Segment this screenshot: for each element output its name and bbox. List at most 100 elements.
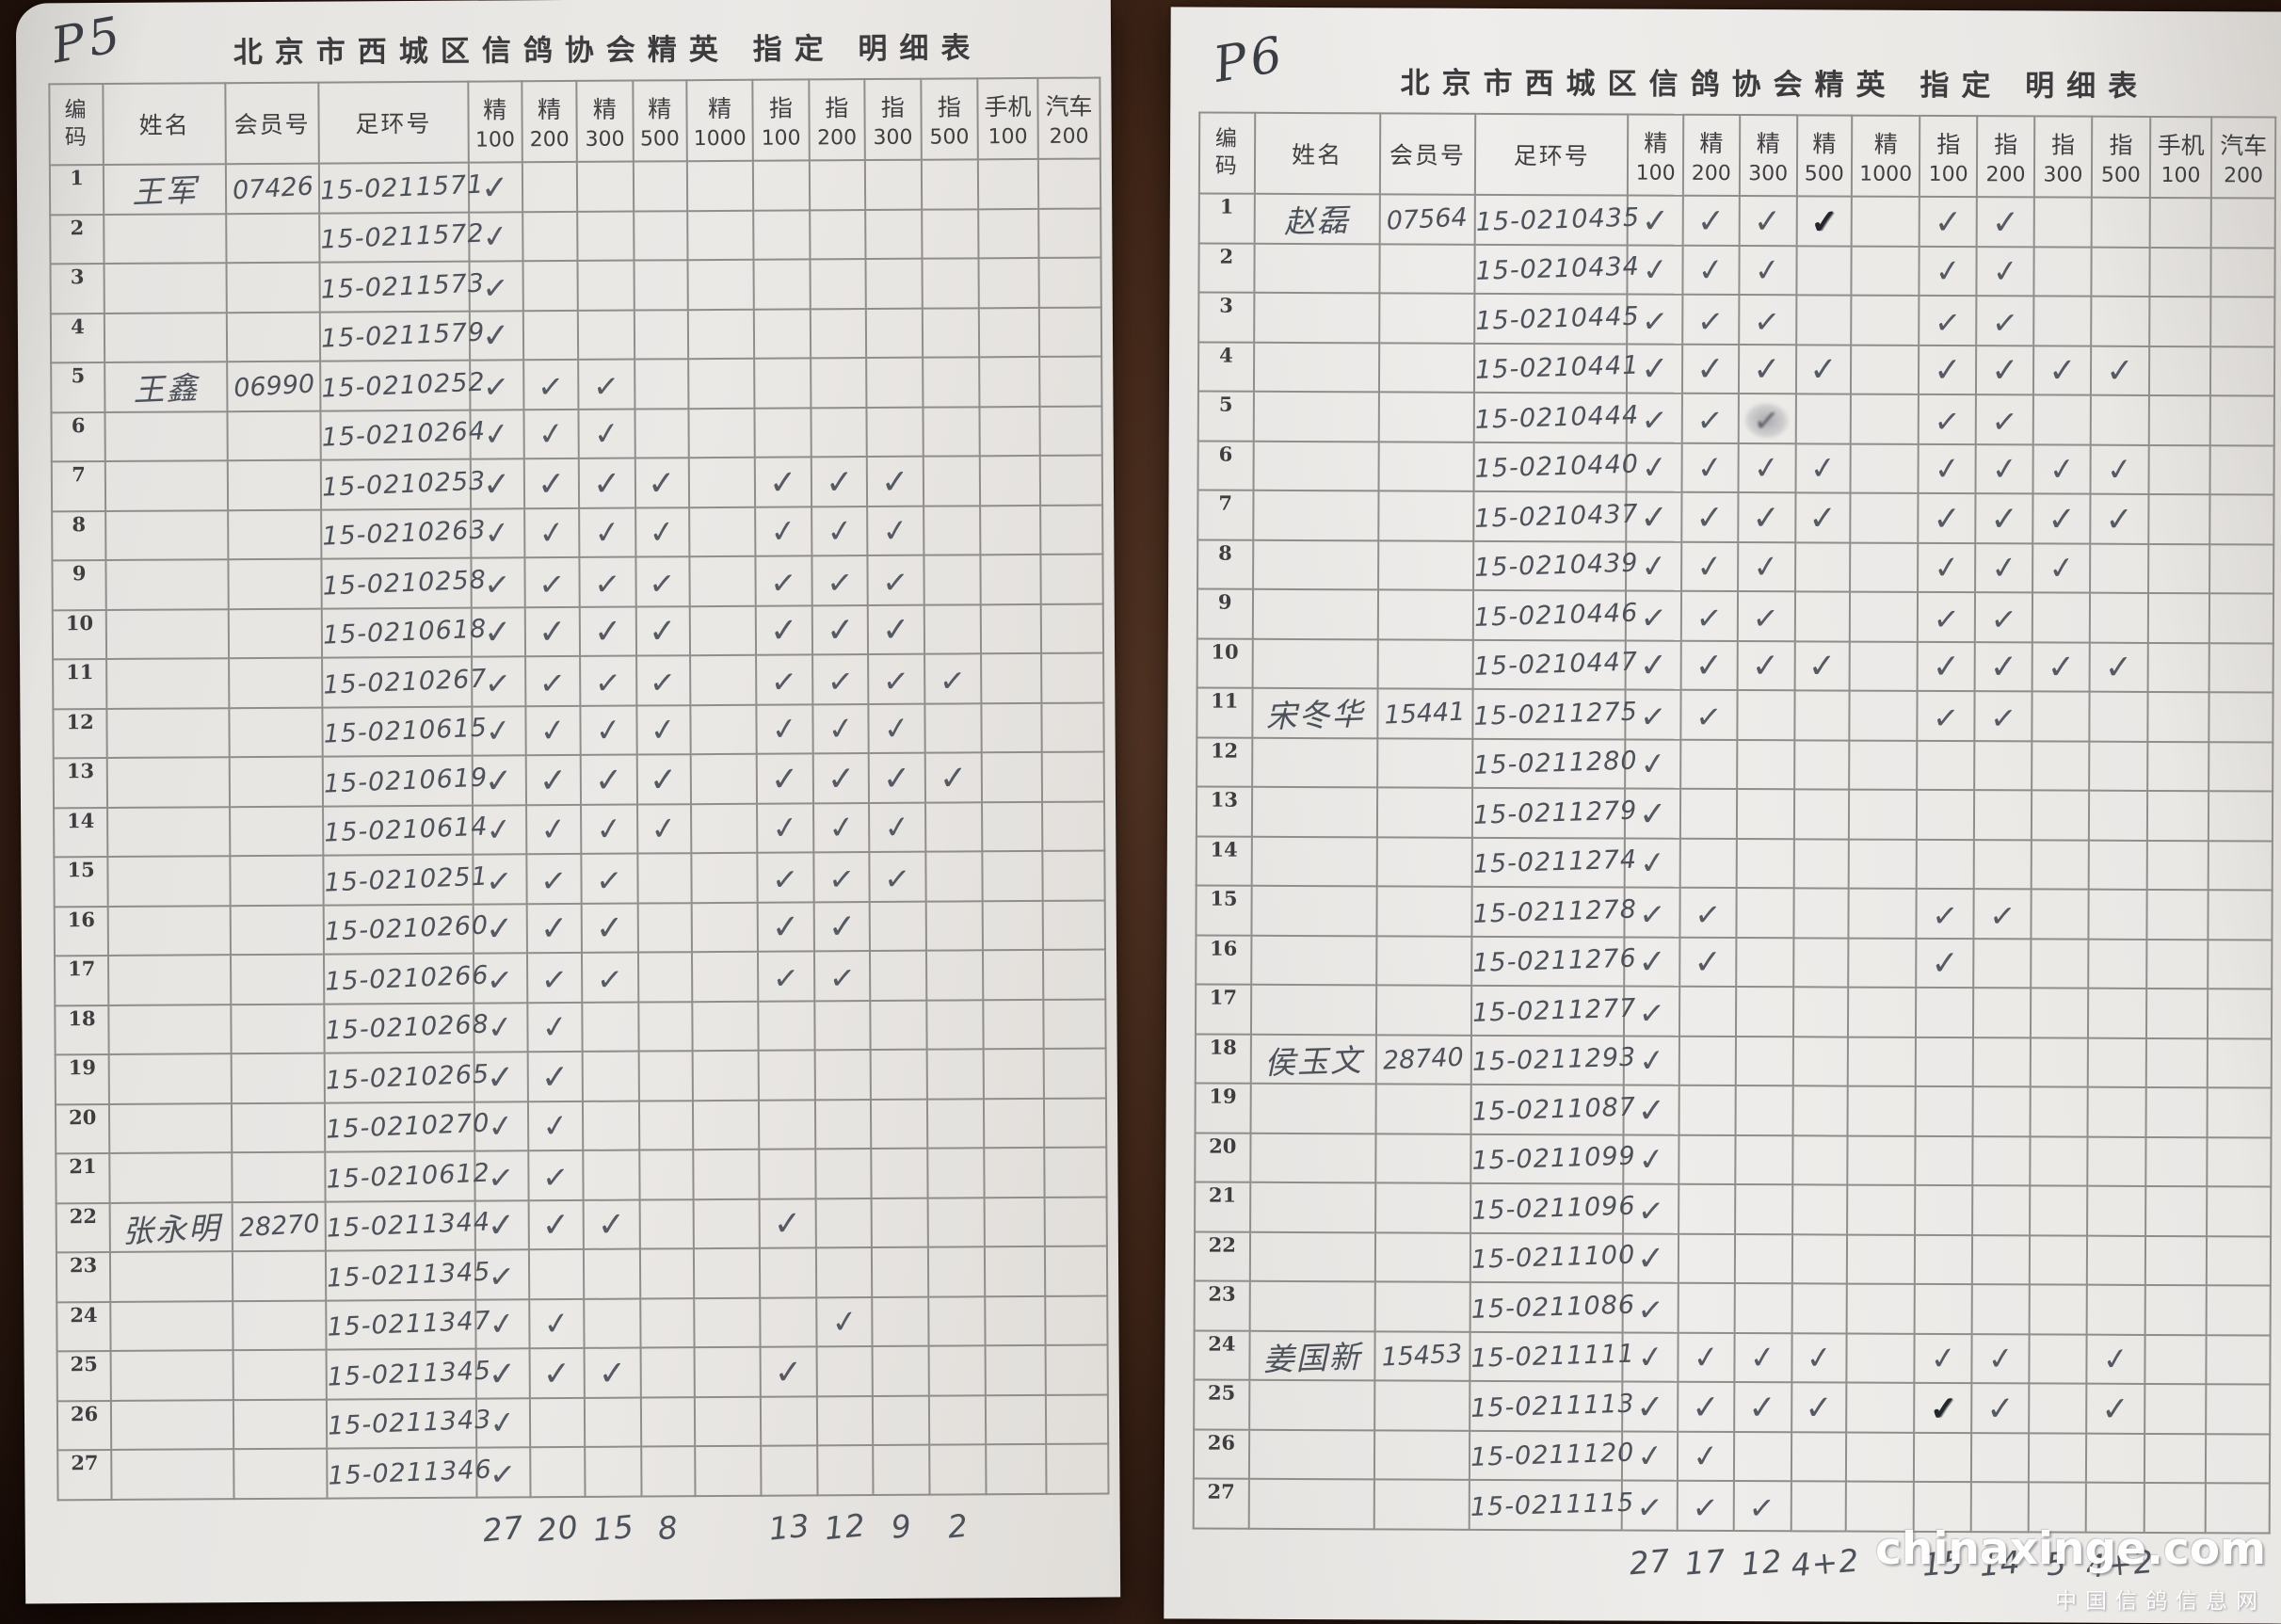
column-header-category: 精 [483,96,507,124]
check-cell [636,853,692,904]
check-cell [872,1345,929,1396]
check-cell [816,1346,873,1396]
checkmark: ✓ [593,564,622,603]
table-row: 15 15-0211278 ✓ ✓ ✓ ✓ [1196,885,2273,941]
check-cell [1916,1037,1974,1087]
totals-spacer [1248,1528,1373,1591]
page-inner: 北京市西城区信鸽协会精英 指定 明细表编 码姓名 会员号 足环号精 100 精 200 精 3… [1164,7,2281,1595]
pigeon-owner-name-cell [104,410,228,461]
row-number: 16 [54,906,109,957]
check-cell [693,1149,760,1199]
column-header-category: 手机 [2157,131,2205,160]
check-cell [1846,1382,1915,1433]
column-header-category: 指 [2109,131,2133,159]
check-cell: ✓ [757,901,814,952]
pigeon-owner-name-cell [1250,1083,1376,1134]
check-cell [2086,1185,2146,1236]
check-cell: ✓ [1919,196,1978,247]
row-number: 14 [54,807,108,858]
check-cell [2206,1334,2271,1385]
column-header-amount: 200 [1985,163,2026,187]
check-cell: ✓ [2090,346,2150,395]
check-cell [1038,356,1102,407]
check-cell [1678,1233,1735,1284]
column-header-指200: 指 200 [808,79,865,161]
table-row: 17 15-0210266 ✓ ✓ ✓ ✓ ✓ [54,949,1106,1005]
checkmark: ✓ [481,414,512,455]
member-number-cell [1375,935,1472,986]
check-cell [1040,603,1104,653]
check-cell [922,357,980,408]
checkmark: ✓ [1634,1436,1665,1476]
check-cell [1041,751,1105,802]
check-cell [1037,158,1101,209]
check-cell: ✓ [1919,295,1977,346]
watermark-site-text: chinaxinge.com [1875,1523,2266,1575]
column-header-指200: 指 200 [1977,116,2035,198]
row-number: 13 [1196,786,1252,837]
checkmark: ✓ [541,1303,572,1343]
member-number-cell: 07426 [225,163,320,214]
check-cell [2209,791,2273,842]
checkmark: ✓ [882,807,912,847]
column-header-amount: 1000 [693,126,747,152]
checkmark: ✓ [1635,1290,1665,1329]
checkmark: ✓ [536,413,567,454]
checkmark: ✓ [770,906,801,947]
column-header-category: 指 [880,93,905,121]
check-cell: ✓ [1677,1480,1734,1531]
member-number-cell [233,1448,328,1499]
pigeon-owner-name-cell [1248,1478,1374,1529]
check-cell [637,902,692,953]
check-cell [922,307,980,358]
ring-number-cell: 15-0211113 [1470,1380,1635,1432]
checkmark: ✓ [1695,249,1727,290]
handwritten-ring-number: 15-0211274 [1472,844,1638,880]
check-cell: ✓ [1971,1383,2030,1433]
member-number-cell [232,1102,326,1153]
checkmark: ✓ [538,565,567,603]
totals-spacer [1193,1528,1248,1590]
column-header-category: 精 [1812,130,1837,158]
column-header-amount: 1000 [1859,162,1913,186]
check-cell: ✓ [579,606,636,656]
total-cell [987,1493,1047,1555]
check-cell: ✓ [813,951,871,1001]
check-cell [754,358,811,409]
handwritten-ring-number: 15-0210268 [325,1009,490,1046]
checkmark: ✓ [1695,348,1726,390]
column-header-精100: 精 100 [467,81,522,163]
table-row: 21 15-0211096 ✓ [1195,1182,2272,1237]
check-cell [1044,1147,1107,1198]
check-cell [2087,1037,2146,1087]
check-cell [814,1149,872,1198]
column-header-member-label: 会员号 [233,110,311,139]
total-cell: 20 [530,1496,586,1558]
check-cell [928,1444,987,1495]
check-cell [1041,801,1105,851]
check-cell: ✓ [527,1002,583,1053]
checkmark: ✓ [1990,201,2020,243]
check-cell: ✓ [1679,887,1737,938]
ring-number-cell: 15-0211111 [1470,1331,1635,1382]
check-cell [816,1445,874,1495]
row-number: 20 [55,1103,110,1154]
ring-number-cell: 15-0210434 [1474,244,1640,295]
check-cell: ✓ [579,507,636,557]
row-number: 17 [1195,984,1251,1035]
member-number-cell [1374,1133,1471,1183]
check-cell [1793,789,1850,840]
check-cell [2146,840,2209,891]
pigeon-owner-name-cell [107,905,232,956]
column-header-category: 指 [768,94,794,122]
checkmark: ✓ [1639,496,1669,538]
ring-number-cell: 15-0210264 [320,410,487,460]
check-cell: ✓ [1739,245,1797,296]
check-cell: ✓ [1918,443,1976,494]
check-cell [2085,1433,2145,1483]
column-header-amount: 200 [1049,124,1089,149]
checkmark: ✓ [1693,894,1723,934]
checkmark: ✓ [593,710,624,750]
handwritten-ring-number: 15-0210251 [324,861,490,898]
check-cell: ✓ [579,556,636,607]
